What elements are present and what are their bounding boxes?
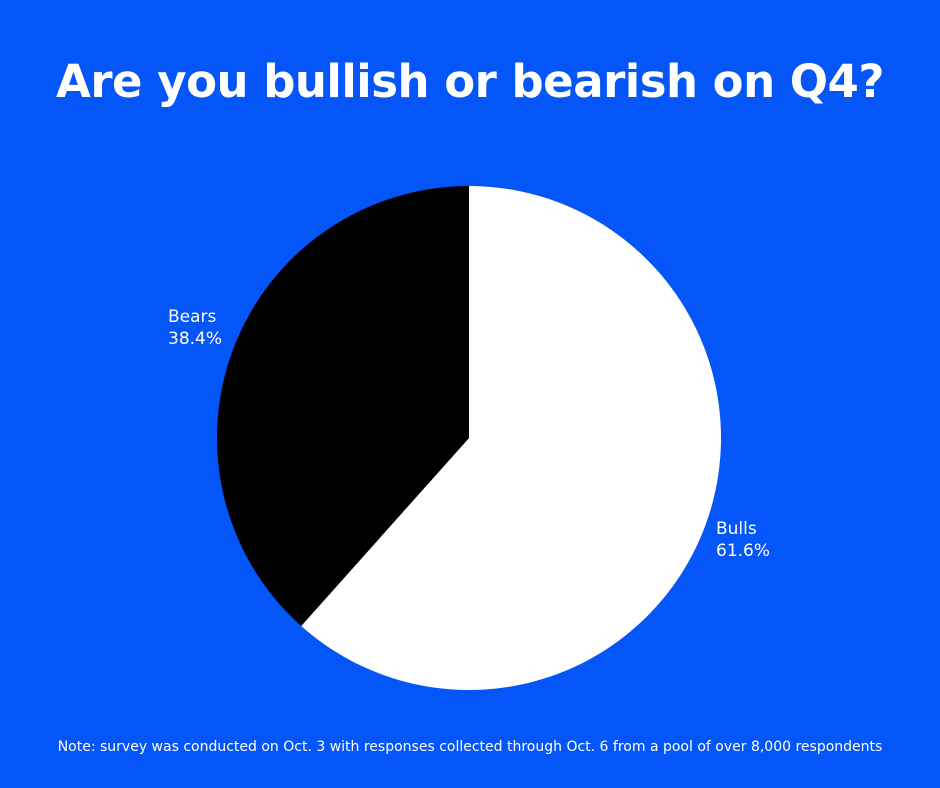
pie-label-bears: Bears (168, 307, 217, 327)
pie-slice-bulls (301, 186, 722, 690)
pie-slice-bears (217, 186, 469, 626)
pie-label-bulls: Bulls (716, 519, 757, 539)
chart-footnote: Note: survey was conducted on Oct. 3 wit… (57, 739, 883, 755)
chart-title: Are you bullish or bearish on Q4? (56, 55, 884, 108)
pie-slices (217, 186, 722, 690)
pie-value-bulls: 61.6% (716, 541, 770, 561)
pie-value-bears: 38.4% (168, 329, 222, 349)
